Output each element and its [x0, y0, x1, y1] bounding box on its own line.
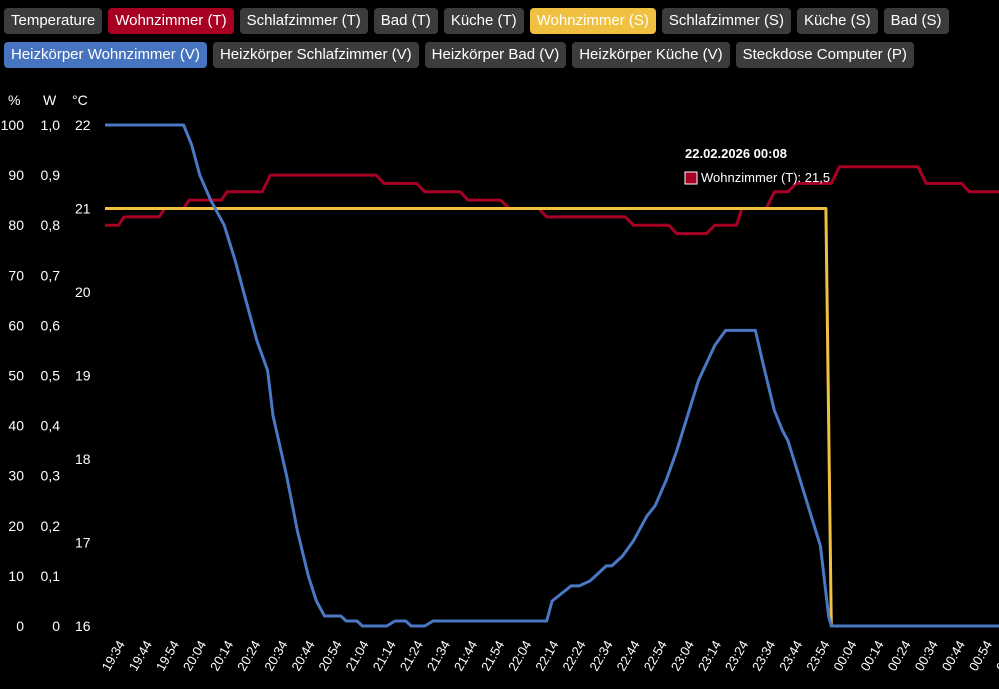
x-tick-label: 23:54	[803, 638, 832, 674]
y-tick-celsius: 20	[75, 284, 91, 300]
y-tick-watt: 0	[52, 618, 60, 634]
y-tick-percent: 80	[8, 217, 24, 233]
x-tick-label: 21:14	[370, 638, 399, 674]
y-tick-percent: 70	[8, 267, 24, 283]
y-tick-watt: 0,2	[41, 518, 61, 534]
x-tick-label: 00:04	[830, 638, 859, 674]
y-tick-celsius: 21	[75, 201, 91, 217]
y-tick-percent: 10	[8, 568, 24, 584]
y-tick-percent: 90	[8, 167, 24, 183]
x-tick-label: 20:24	[234, 638, 263, 674]
x-tick-label: 22:14	[532, 638, 561, 674]
y-tick-percent: 30	[8, 468, 24, 484]
x-tick-label: 20:04	[180, 638, 209, 674]
y-tick-percent: 50	[8, 368, 24, 384]
toggle-wohnzimmer-t[interactable]: Wohnzimmer (T)	[108, 8, 234, 34]
x-tick-label: 22:34	[586, 638, 615, 674]
x-tick-label: 23:14	[695, 638, 724, 674]
x-tick-label: 23:24	[722, 638, 751, 674]
y-tick-watt: 1,0	[41, 117, 61, 133]
toggle-heizkoerper-wohnzimmer[interactable]: Heizkörper Wohnzimmer (V)	[4, 42, 207, 68]
y-tick-celsius: 17	[75, 535, 91, 551]
x-tick-label: 23:44	[776, 638, 805, 674]
x-tick-label: 20:54	[315, 638, 344, 674]
x-tick-label: 22:54	[641, 638, 670, 674]
y-tick-watt: 0,1	[41, 568, 61, 584]
y-tick-percent: 40	[8, 418, 24, 434]
toggle-bad-s[interactable]: Bad (S)	[883, 8, 949, 34]
x-tick-label: 20:44	[288, 638, 317, 674]
y-tick-percent: 60	[8, 317, 24, 333]
x-tick-label: 21:44	[451, 638, 480, 674]
y-tick-celsius: 16	[75, 618, 91, 634]
x-tick-label: 00:44	[939, 638, 968, 674]
toggle-bad-t[interactable]: Bad (T)	[373, 8, 438, 34]
x-tick-label: 00:14	[857, 638, 886, 674]
y-tick-percent: 100	[1, 117, 25, 133]
toggle-steckdose-computer[interactable]: Steckdose Computer (P)	[735, 42, 914, 68]
x-tick-label: 00:54	[966, 638, 995, 674]
toggle-heizkoerper-bad[interactable]: Heizkörper Bad (V)	[424, 42, 567, 68]
y-tick-celsius: 22	[75, 117, 91, 133]
y-tick-watt: 0,7	[41, 267, 61, 283]
x-tick-label: 19:54	[153, 638, 182, 674]
toggle-kueche-t[interactable]: Küche (T)	[443, 8, 524, 34]
y-tick-watt: 0,8	[41, 217, 61, 233]
y-tick-watt: 0,5	[41, 368, 61, 384]
toggle-kueche-s[interactable]: Küche (S)	[796, 8, 878, 34]
x-tick-label: 22:44	[614, 638, 643, 674]
series-toggle-row-1: Temperature Wohnzimmer (T) Schlafzimmer …	[4, 8, 949, 34]
toggle-heizkoerper-schlafzimmer[interactable]: Heizkörper Schlafzimmer (V)	[212, 42, 419, 68]
x-tick-label: 21:04	[343, 638, 372, 674]
toggle-schlafzimmer-t[interactable]: Schlafzimmer (T)	[239, 8, 368, 34]
x-tick-label: 00:34	[912, 638, 941, 674]
x-tick-label: 21:24	[397, 638, 426, 674]
series-line-heizkoerper-wohnzimmer[interactable]	[105, 123, 999, 628]
toggle-temperature[interactable]: Temperature	[4, 8, 103, 34]
x-tick-label: 19:44	[126, 638, 155, 674]
tooltip-title: 22.02.2026 00:08	[685, 146, 787, 161]
axis-unit-celsius: °C	[72, 92, 88, 108]
x-tick-label: 21:34	[424, 638, 453, 674]
x-tick-label: 19:34	[99, 638, 128, 674]
y-tick-watt: 0,4	[41, 418, 61, 434]
x-tick-label: 22:24	[559, 638, 588, 674]
x-tick-label: 20:34	[261, 638, 290, 674]
y-tick-percent: 0	[16, 618, 24, 634]
x-tick-label: 23:04	[668, 638, 697, 674]
y-tick-celsius: 18	[75, 451, 91, 467]
y-tick-watt: 0,3	[41, 468, 61, 484]
y-tick-percent: 20	[8, 518, 24, 534]
toggle-schlafzimmer-s[interactable]: Schlafzimmer (S)	[661, 8, 791, 34]
toggle-heizkoerper-kueche[interactable]: Heizkörper Küche (V)	[572, 42, 730, 68]
series-toggle-row-2: Heizkörper Wohnzimmer (V) Heizkörper Sch…	[4, 42, 914, 68]
x-tick-label: 21:54	[478, 638, 507, 674]
x-tick-label: 01:04	[993, 638, 999, 674]
tooltip-series-swatch	[684, 171, 698, 185]
y-tick-watt: 0,6	[41, 317, 61, 333]
axis-unit-percent: %	[8, 92, 20, 108]
x-tick-label: 22:04	[505, 638, 534, 674]
tooltip-value: Wohnzimmer (T): 21,5	[701, 170, 830, 185]
toggle-wohnzimmer-s[interactable]: Wohnzimmer (S)	[529, 8, 656, 34]
y-tick-watt: 0,9	[41, 167, 61, 183]
x-tick-label: 23:34	[749, 638, 778, 674]
axis-unit-watt: W	[43, 92, 57, 108]
series-line-wohnzimmer-t[interactable]	[105, 165, 999, 236]
y-tick-celsius: 19	[75, 368, 91, 384]
x-tick-label: 20:14	[207, 638, 236, 674]
x-tick-label: 00:24	[885, 638, 914, 674]
